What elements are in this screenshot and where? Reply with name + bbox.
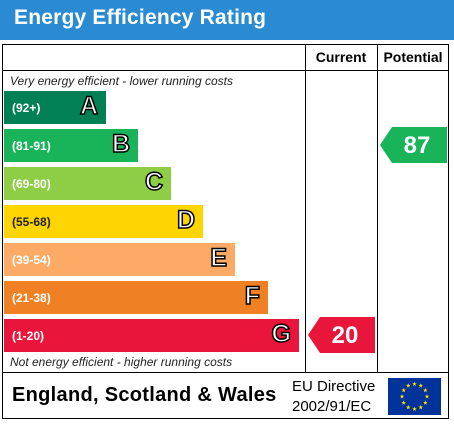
bottom-note: Not energy efficient - higher running co…	[10, 355, 233, 369]
header-divider	[2, 70, 449, 71]
footer-country: England, Scotland & Wales	[12, 384, 277, 406]
potential-column-divider	[377, 44, 378, 372]
band-letter-d: D	[176, 205, 196, 235]
band-range-e: (39-54)	[12, 253, 51, 267]
current-column-divider	[305, 44, 306, 372]
band-range-b: (81-91)	[12, 139, 51, 153]
band-letter-b: B	[111, 129, 131, 159]
band-range-c: (69-80)	[12, 177, 51, 191]
band-bar-e	[4, 243, 235, 276]
band-bar-d	[4, 205, 203, 238]
potential-column-header: Potential	[383, 49, 443, 65]
title-bar: Energy Efficiency Rating	[0, 0, 454, 40]
directive-line-1: EU Directive	[292, 378, 376, 395]
band-letter-f: F	[244, 281, 261, 311]
band-letter-a: A	[79, 91, 99, 121]
top-note: Very energy efficient - lower running co…	[10, 74, 233, 88]
directive-line-2: 2002/91/EC	[292, 398, 372, 415]
band-bar-f	[4, 281, 268, 314]
band-letter-e: E	[210, 243, 228, 273]
band-bar-c	[4, 167, 171, 200]
current-arrow	[308, 317, 375, 353]
band-letter-c: C	[144, 167, 164, 197]
band-range-a: (92+)	[12, 101, 41, 115]
band-range-f: (21-38)	[12, 291, 51, 305]
band-range-d: (55-68)	[12, 215, 51, 229]
current-column-header: Current	[315, 49, 367, 65]
potential-rating-value: 87	[403, 132, 431, 159]
chart-title: Energy Efficiency Rating	[14, 6, 267, 29]
band-bar-g	[4, 319, 299, 352]
potential-arrow	[380, 127, 447, 163]
band-bar-b	[4, 129, 138, 162]
footer-divider	[2, 372, 449, 373]
footer-directive: EU Directive 2002/91/EC	[292, 377, 375, 417]
current-rating-value: 20	[331, 322, 359, 349]
band-range-g: (1-20)	[12, 329, 45, 343]
band-bar-a	[4, 91, 106, 124]
band-letter-g: G	[271, 319, 292, 349]
